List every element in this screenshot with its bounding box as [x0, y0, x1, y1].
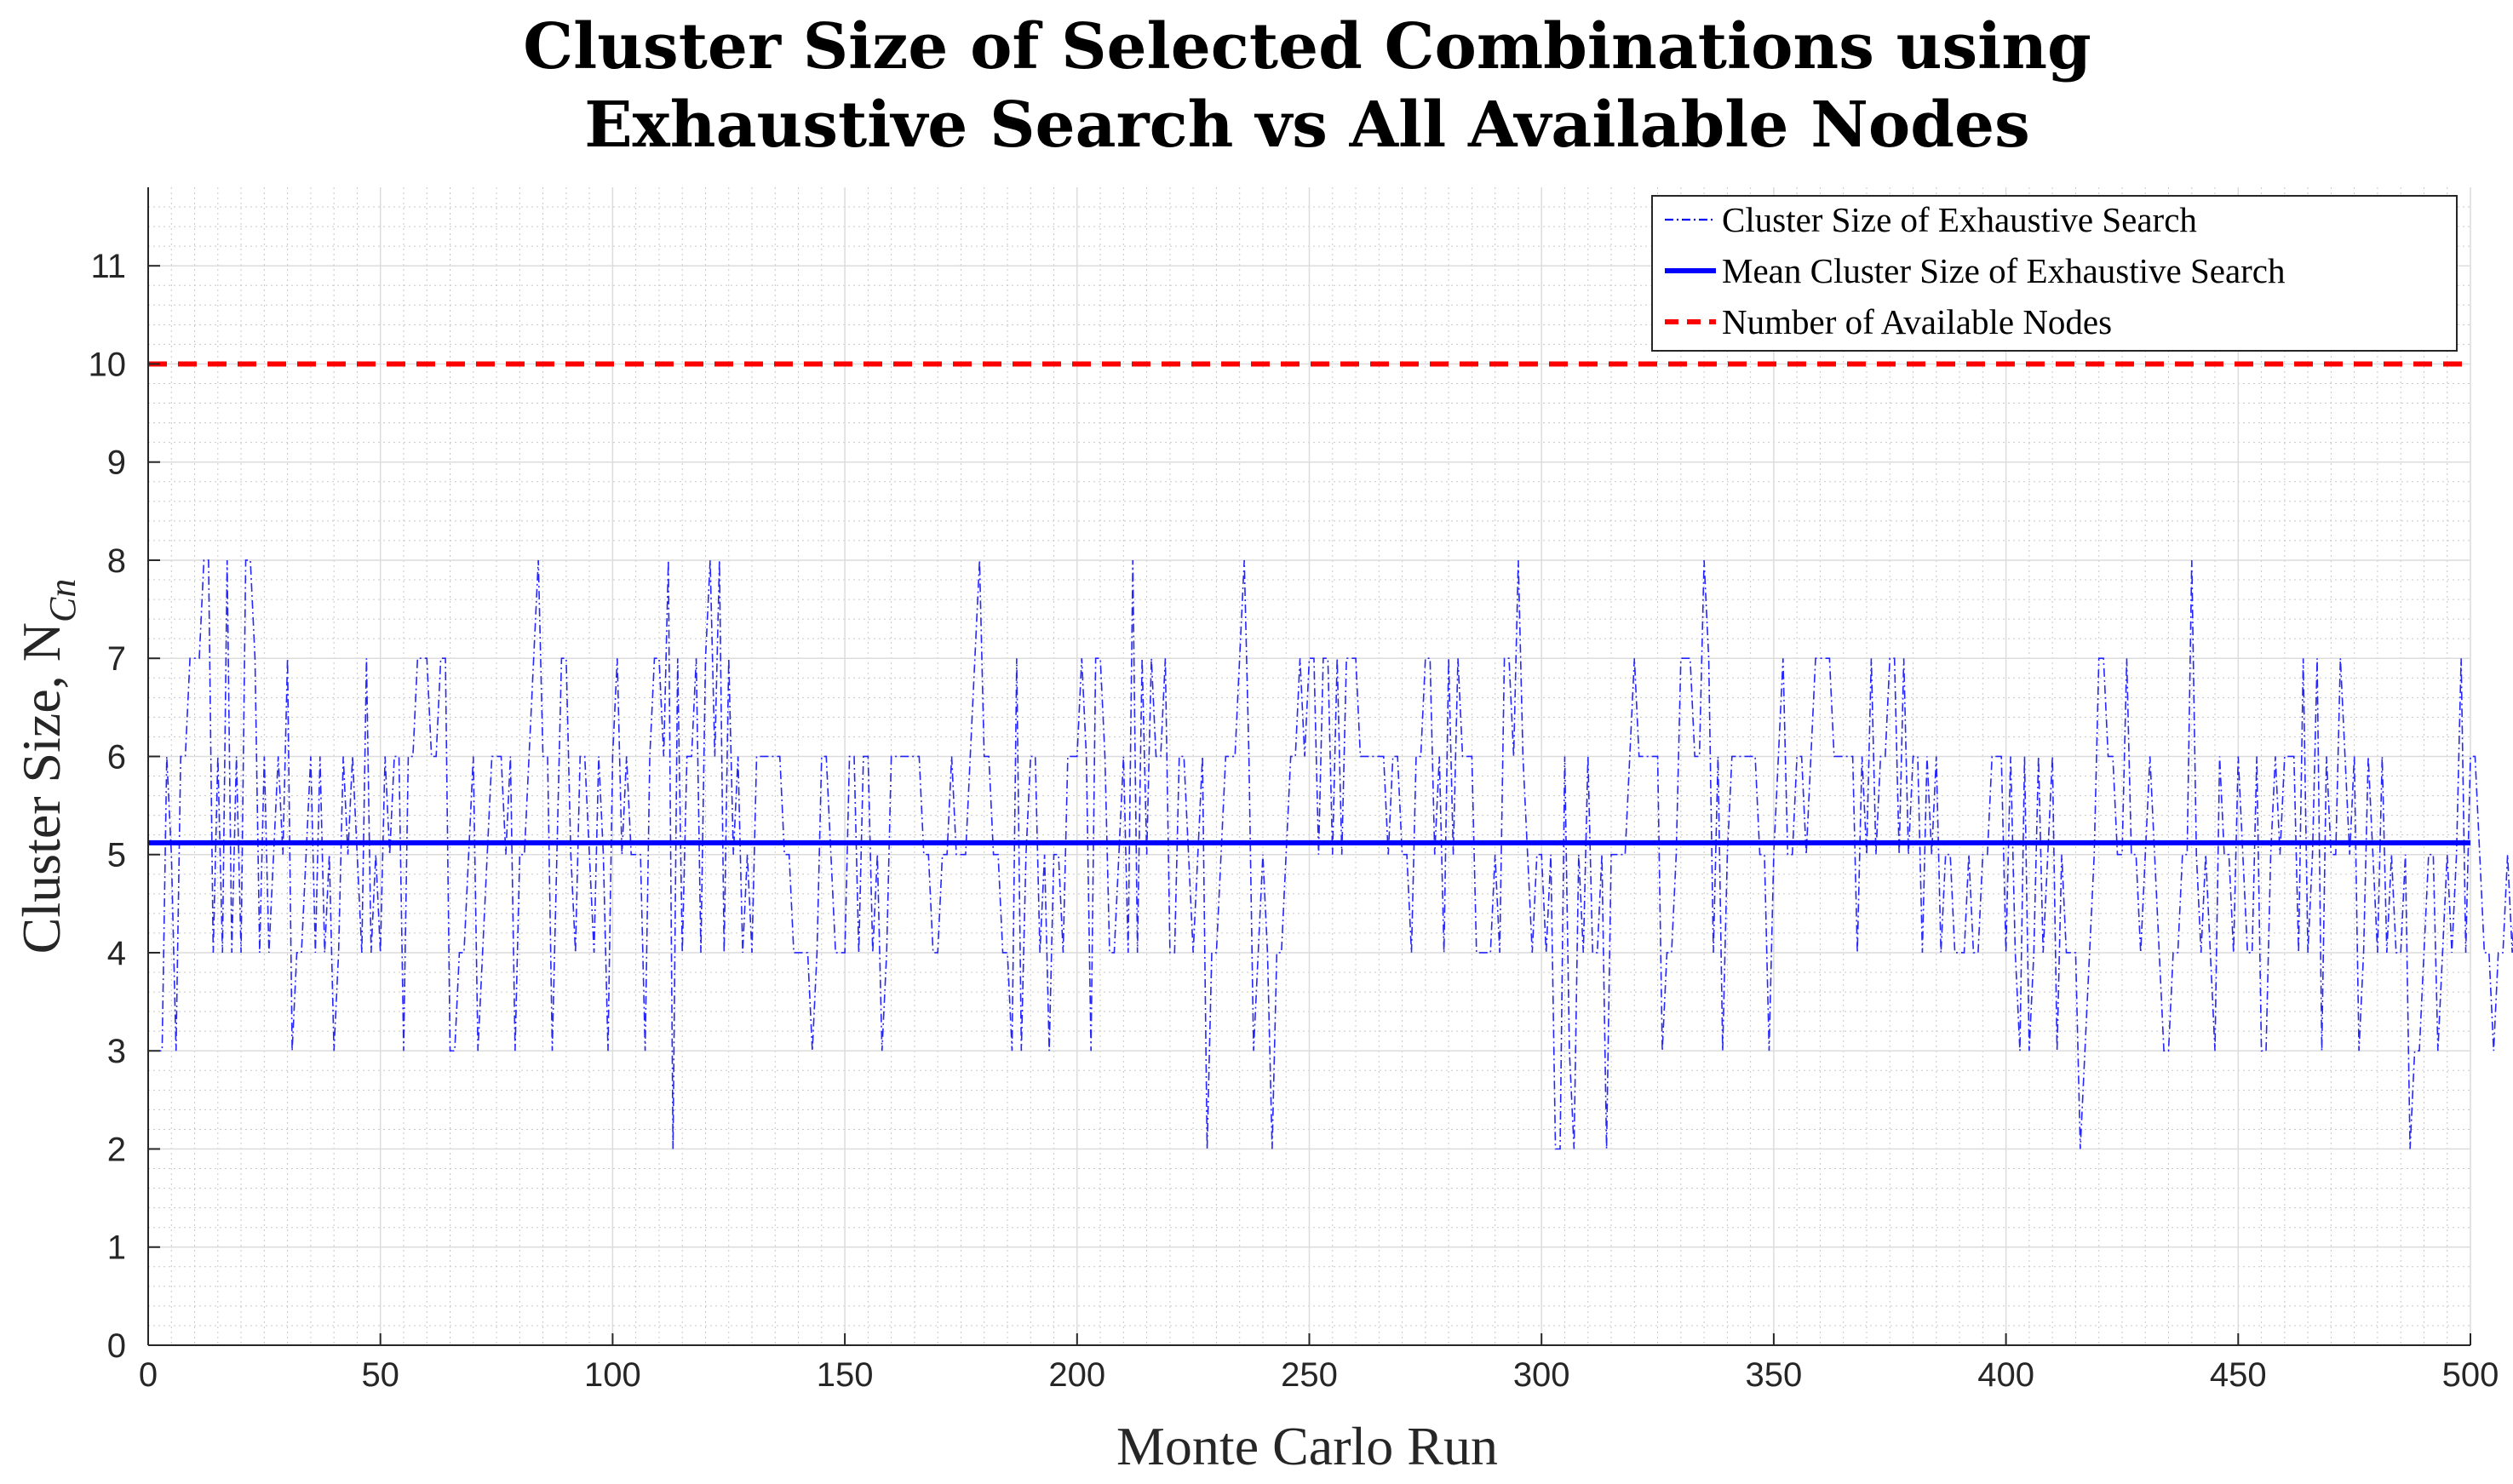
series-line-cluster-size [152, 559, 2513, 1150]
y-tick-label: 10 [89, 346, 127, 383]
y-tick-label: 8 [107, 542, 126, 580]
x-tick-label: 350 [1746, 1356, 1803, 1394]
y-tick-label: 2 [107, 1131, 126, 1168]
x-tick-label: 150 [817, 1356, 874, 1394]
y-axis-label-group: Cluster Size, NCn [11, 579, 83, 954]
x-tick-label: 0 [139, 1356, 158, 1394]
y-axis-label-subscript: Cn [42, 579, 83, 622]
chart-title-line-2: Exhaustive Search vs All Available Nodes [584, 89, 2029, 162]
x-tick-label: 400 [1977, 1356, 2034, 1394]
x-tick-label: 200 [1048, 1356, 1105, 1394]
y-axis-label: Cluster Size, NCn [11, 579, 83, 954]
tick-layer: 0 50 100 150 200 250 300 350 400 450 500 0 1 2 3 4 5 6 7 8 9… [89, 248, 2499, 1394]
x-tick-label: 450 [2210, 1356, 2267, 1394]
y-tick-label: 4 [107, 935, 126, 972]
y-axis-label-main: Cluster Size, N [11, 622, 72, 954]
y-tick-label: 3 [107, 1033, 126, 1070]
legend: Cluster Size of Exhaustive Search Mean C… [1651, 195, 2458, 352]
y-tick-label: 7 [107, 640, 126, 678]
legend-box [1651, 195, 2458, 352]
y-tick-label: 6 [107, 738, 126, 776]
x-axis-label: Monte Carlo Run [1116, 1416, 1498, 1476]
y-tick-label: 1 [107, 1229, 126, 1267]
legend-label-available-nodes: Number of Available Nodes [1722, 302, 2112, 341]
x-tick-label: 500 [2442, 1356, 2499, 1394]
legend-label-cluster-size: Cluster Size of Exhaustive Search [1722, 200, 2197, 239]
y-tick-label: 5 [107, 837, 126, 874]
x-tick-label: 50 [361, 1356, 399, 1394]
y-tick-label: 11 [90, 248, 126, 285]
legend-label-mean-cluster-size: Mean Cluster Size of Exhaustive Search [1722, 251, 2286, 290]
x-tick-label: 250 [1281, 1356, 1338, 1394]
x-tick-label: 300 [1513, 1356, 1570, 1394]
y-tick-label: 9 [107, 444, 126, 482]
y-tick-label: 0 [107, 1327, 126, 1365]
chart-title-line-1: Cluster Size of Selected Combinations us… [523, 10, 2091, 83]
x-tick-label: 100 [584, 1356, 641, 1394]
series-layer [148, 361, 2513, 1150]
